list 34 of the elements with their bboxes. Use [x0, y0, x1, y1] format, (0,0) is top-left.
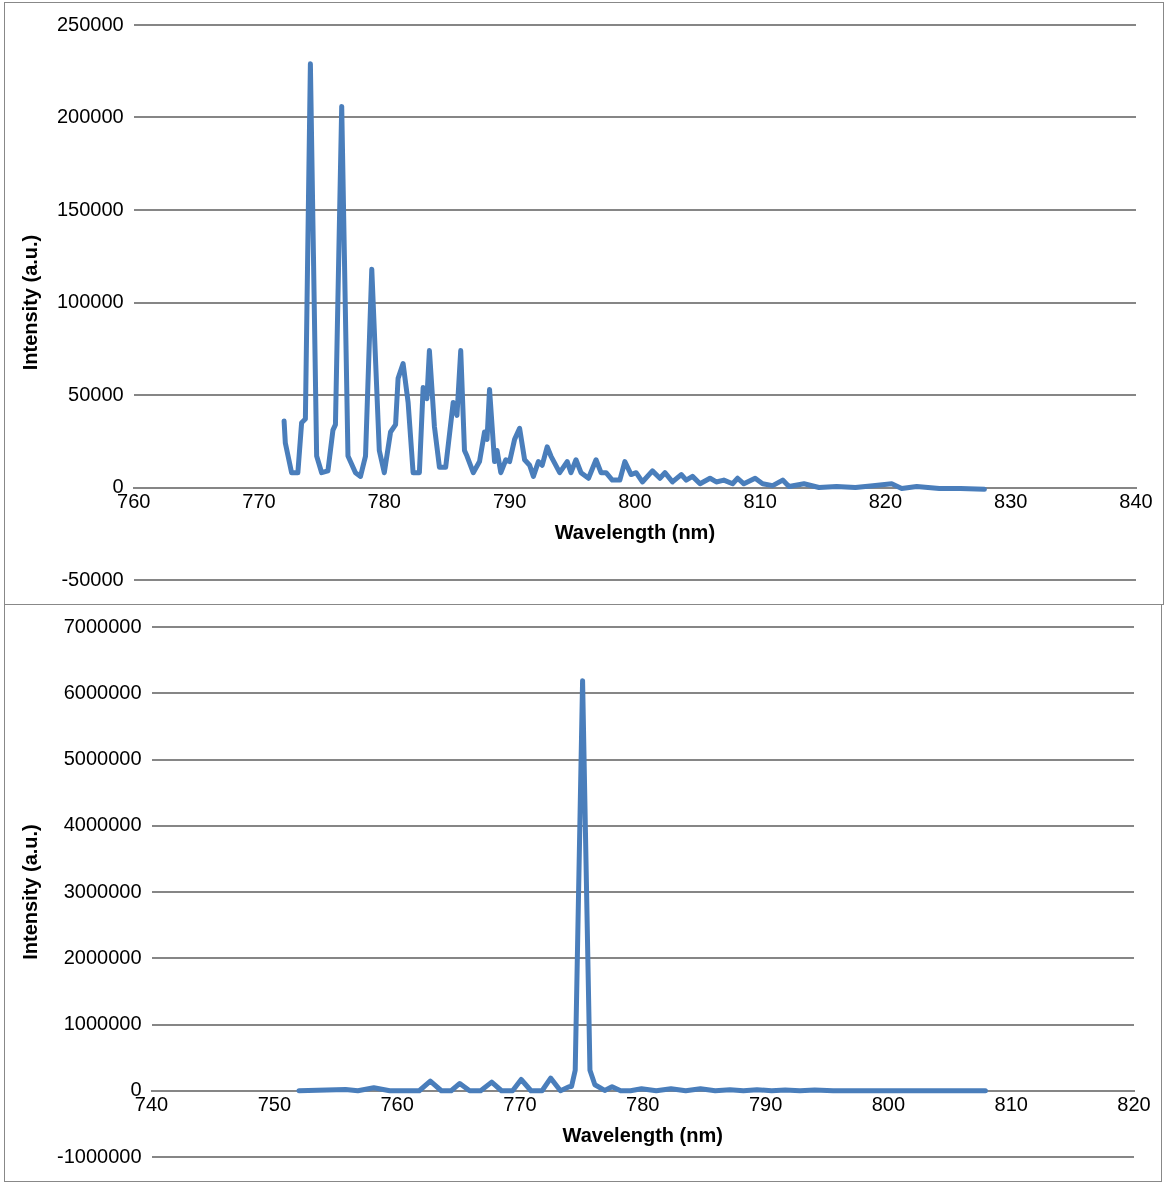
y-tick-label: -1000000	[56, 1144, 142, 1167]
y-tick-label: 250000	[56, 12, 124, 35]
x-tick-label: 750	[257, 1093, 292, 1116]
x-tick-label: 820	[868, 490, 903, 513]
x-tick-label: 790	[748, 1093, 783, 1116]
x-tick-label: 820	[1117, 1093, 1151, 1116]
x-tick-label: 810	[743, 490, 777, 513]
y-tick-label: -50000	[61, 567, 124, 590]
y-tick-label: 50000	[68, 382, 124, 405]
y-tick-label: 7000000	[63, 614, 142, 637]
y-tick-label: 1000000	[63, 1012, 142, 1035]
y-tick-label: 3000000	[63, 879, 142, 902]
y-tick-label: 4000000	[63, 813, 142, 836]
x-tick-label: 780	[626, 1093, 660, 1116]
y-axis-title: Intensity (a.u.)	[18, 234, 41, 371]
x-axis-title: Wavelength (nm)	[554, 521, 716, 544]
y-tick-label: 6000000	[63, 680, 142, 703]
x-tick-label: 770	[242, 490, 276, 513]
x-tick-label: 800	[871, 1093, 906, 1116]
y-tick-label: 200000	[56, 105, 124, 128]
y-tick-label: 5000000	[63, 747, 142, 770]
y-tick-label: 100000	[56, 290, 124, 313]
x-tick-label: 810	[994, 1093, 1028, 1116]
x-tick-label: 830	[994, 490, 1028, 513]
y-tick-label: 150000	[56, 197, 124, 220]
x-tick-label: 840	[1119, 490, 1153, 513]
x-tick-label: 770	[503, 1093, 537, 1116]
y-tick-label: 2000000	[63, 945, 142, 968]
x-tick-label: 760	[380, 1093, 414, 1116]
x-axis-title: Wavelength (nm)	[562, 1124, 723, 1147]
x-tick-label: 790	[492, 490, 527, 513]
y-axis-title: Intensity (a.u.)	[18, 824, 41, 960]
x-tick-label: 780	[367, 490, 401, 513]
x-tick-label: 800	[618, 490, 652, 513]
